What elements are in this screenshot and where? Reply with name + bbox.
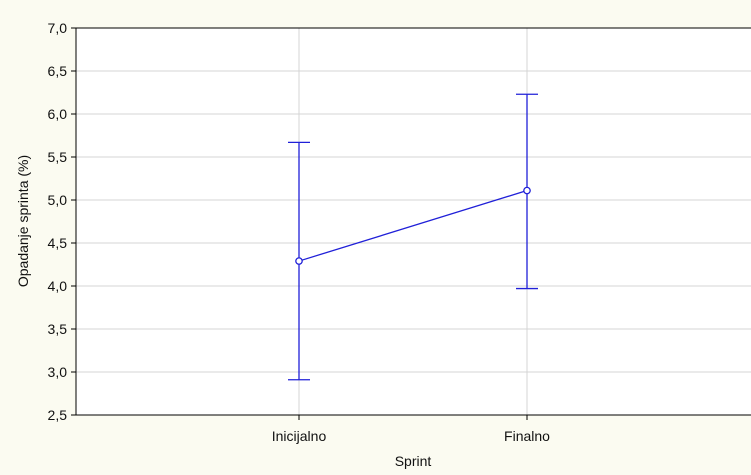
axes bbox=[75, 27, 751, 416]
x-tick-label: Inicijalno bbox=[272, 428, 327, 444]
x-axis-title: Sprint bbox=[395, 453, 432, 469]
data-point bbox=[523, 186, 531, 195]
y-tick-label: 6,5 bbox=[48, 63, 68, 79]
x-tick-label: Finalno bbox=[504, 428, 550, 444]
y-tick-label: 6,0 bbox=[48, 106, 68, 122]
y-tick-label: 4,0 bbox=[48, 278, 68, 294]
data-point bbox=[295, 257, 303, 265]
plot-area bbox=[76, 28, 751, 415]
series bbox=[288, 93, 538, 381]
grid bbox=[76, 28, 751, 415]
x-ticks: Inicijalno Finalno bbox=[272, 415, 550, 444]
y-ticks: 7,0 6,5 6,0 5,5 5,0 4,5 4,0 3,5 3,0 2,5 bbox=[48, 20, 76, 423]
y-tick-label: 5,0 bbox=[48, 192, 68, 208]
series-line bbox=[298, 189, 528, 262]
y-tick-label: 4,5 bbox=[48, 235, 68, 251]
y-tick-label: 7,0 bbox=[48, 20, 68, 36]
y-tick-label: 2,5 bbox=[48, 407, 68, 423]
y-tick-label: 3,0 bbox=[48, 364, 68, 380]
y-axis-title: Opadanje sprinta (%) bbox=[15, 155, 31, 287]
y-tick-label: 5,5 bbox=[48, 149, 68, 165]
y-tick-label: 3,5 bbox=[48, 321, 68, 337]
